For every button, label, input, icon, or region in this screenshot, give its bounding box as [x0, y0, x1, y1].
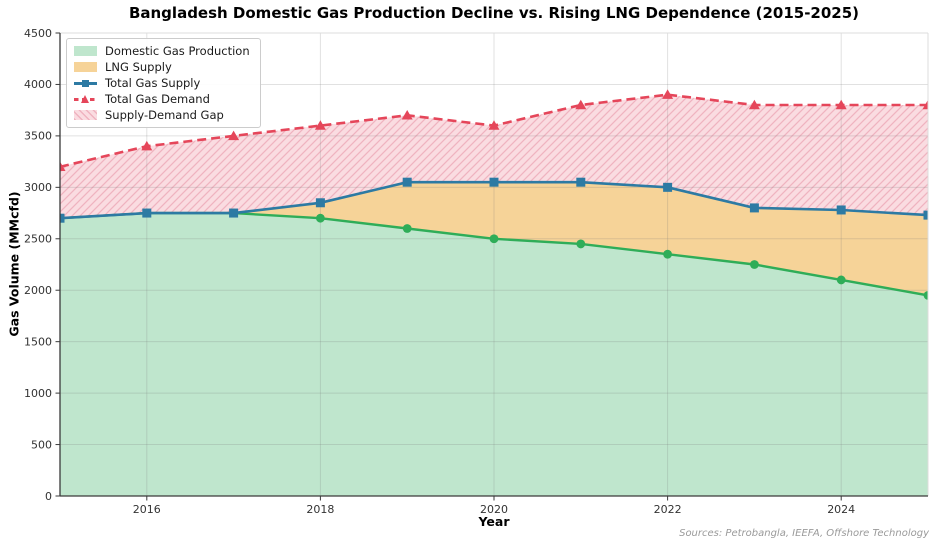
y-tick-label: 3000 — [24, 181, 52, 194]
marker-total-demand — [314, 120, 326, 130]
legend: Domestic Gas Production LNG Supply Total… — [66, 38, 261, 128]
marker-total-demand — [835, 99, 847, 110]
legend-item-total-demand: Total Gas Demand — [74, 92, 250, 106]
y-tick-label: 1500 — [24, 335, 52, 348]
legend-label: LNG Supply — [105, 60, 172, 74]
area-domestic-production — [60, 213, 928, 496]
marker-total-supply — [663, 182, 673, 192]
marker-domestic-production — [316, 213, 325, 223]
marker-total-supply — [142, 208, 152, 218]
marker-domestic-production — [750, 260, 759, 269]
y-tick-label: 2000 — [24, 284, 52, 297]
series-markers — [60, 89, 928, 300]
legend-swatch-domestic-production — [74, 46, 97, 56]
legend-swatch-supply-demand-gap — [74, 110, 97, 120]
y-tick-label: 0 — [45, 490, 52, 503]
marker-total-supply — [923, 210, 928, 220]
y-axis-label: Gas Volume (MMcfd) — [6, 191, 22, 337]
marker-total-demand — [60, 161, 66, 171]
legend-label: Supply-Demand Gap — [105, 108, 224, 122]
legend-swatch-total-demand — [74, 94, 97, 104]
legend-item-supply-demand-gap: Supply-Demand Gap — [74, 108, 250, 122]
marker-total-supply — [315, 198, 325, 208]
marker-domestic-production — [576, 239, 586, 249]
marker-total-supply — [402, 177, 412, 187]
legend-item-domestic-production: Domestic Gas Production — [74, 44, 250, 58]
y-tick-label: 1000 — [24, 387, 52, 400]
marker-domestic-production — [836, 275, 846, 285]
marker-domestic-production — [402, 224, 412, 233]
x-tick-label: 2018 — [306, 503, 334, 516]
marker-total-demand — [662, 89, 674, 99]
marker-domestic-production — [663, 249, 672, 259]
marker-total-demand — [228, 130, 240, 141]
series-areas — [60, 94, 928, 496]
chart-title: Bangladesh Domestic Gas Production Decli… — [128, 4, 860, 22]
legend-item-total-supply: Total Gas Supply — [74, 76, 250, 90]
y-tick-label: 500 — [31, 438, 52, 451]
y-tick-label: 2500 — [24, 233, 52, 246]
x-tick-label: 2022 — [654, 503, 682, 516]
source-note: Sources: Petrobangla, IEEFA, Offshore Te… — [679, 528, 929, 539]
y-tick-label: 3500 — [24, 130, 52, 143]
area-supply-demand-gap-hatch — [60, 94, 928, 219]
x-tick-label: 2024 — [827, 503, 855, 516]
marker-domestic-production — [489, 234, 499, 244]
marker-total-supply — [836, 205, 846, 215]
legend-label: Domestic Gas Production — [105, 44, 250, 58]
x-tick-label: 2016 — [133, 503, 161, 516]
y-tick-label: 4000 — [24, 78, 52, 91]
x-tick-label: 2020 — [480, 503, 508, 516]
marker-total-demand — [575, 99, 587, 110]
marker-total-supply — [60, 213, 65, 223]
marker-total-demand — [141, 140, 153, 151]
legend-swatch-total-supply — [74, 78, 97, 88]
marker-total-supply — [229, 208, 239, 218]
x-axis-label: Year — [478, 514, 510, 529]
marker-total-supply — [749, 203, 759, 213]
marker-total-demand — [401, 110, 413, 120]
marker-total-supply — [489, 177, 499, 187]
marker-total-demand — [922, 99, 928, 110]
marker-total-demand — [748, 99, 760, 110]
axis-ticks: 2016 2018 2020 2022 2024 0 500 1000 1500 2000 2500… — [24, 27, 855, 516]
y-tick-label: 4500 — [24, 27, 52, 40]
marker-total-demand — [488, 120, 500, 130]
legend-swatch-lng-supply — [74, 62, 97, 72]
legend-label: Total Gas Demand — [105, 92, 210, 106]
legend-item-lng-supply: LNG Supply — [74, 60, 250, 74]
marker-domestic-production — [923, 290, 928, 300]
legend-label: Total Gas Supply — [105, 76, 201, 90]
marker-total-supply — [576, 177, 586, 187]
